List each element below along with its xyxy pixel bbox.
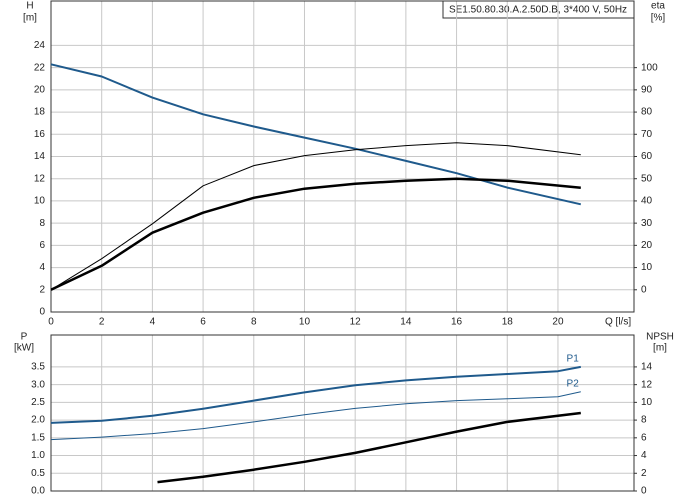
y-tick-label: 16	[34, 129, 46, 140]
npsh-axis-unit: [m]	[653, 343, 667, 354]
y2-tick-label: 60	[641, 151, 653, 162]
y2-tick-label: 12	[641, 379, 653, 390]
x-tick-label: 0	[48, 317, 54, 328]
y-tick-label: 0.0	[31, 486, 45, 497]
x-tick-label: 2	[99, 317, 105, 328]
y-tick-label: 1.0	[31, 450, 45, 461]
x-tick-label: 6	[200, 317, 206, 328]
x-tick-label: 16	[451, 317, 463, 328]
y2-tick-label: 90	[641, 84, 653, 95]
y-tick-label: 24	[34, 40, 46, 51]
y2-tick-label: 80	[641, 107, 653, 118]
y2-tick-label: 10	[641, 262, 653, 273]
y2-tick-label: 2	[641, 468, 647, 479]
x-tick-label: 10	[299, 317, 311, 328]
y-tick-label: 6	[39, 240, 45, 251]
h-axis-unit: [m]	[23, 13, 37, 24]
y-tick-label: 8	[39, 218, 45, 229]
y-tick-label: 2	[39, 284, 45, 295]
x-tick-label: 12	[350, 317, 362, 328]
y2-tick-label: 6	[641, 432, 647, 443]
y-tick-label: 10	[34, 196, 46, 207]
y-tick-label: 4	[39, 262, 45, 273]
x-tick-label: 4	[150, 317, 156, 328]
series-label: P1	[567, 354, 580, 365]
y2-tick-label: 30	[641, 218, 653, 229]
y-tick-label: 18	[34, 107, 46, 118]
y-tick-label: 2.0	[31, 415, 45, 426]
series-line	[50, 63, 582, 206]
y-tick-label: 20	[34, 84, 46, 95]
x-tick-label: 18	[502, 317, 514, 328]
y-tick-label: 3.0	[31, 379, 45, 390]
y2-tick-label: 20	[641, 240, 653, 251]
panel: 0 2 4 6 8 10 12 14 16 18 2002468101214161820222401…	[34, 0, 658, 328]
y-tick-label: 12	[34, 173, 46, 184]
plot-frame	[50, 334, 635, 492]
y2-tick-label: 8	[641, 415, 647, 426]
y2-tick-label: 4	[641, 450, 647, 461]
npsh-axis-label: NPSH	[646, 332, 674, 343]
y2-tick-label: 0	[641, 486, 647, 497]
y2-tick-label: 14	[641, 362, 653, 373]
y2-tick-label: 50	[641, 173, 653, 184]
q-axis-label: Q [l/s]	[605, 317, 631, 328]
y-tick-label: 0.5	[31, 468, 45, 479]
y2-tick-label: 100	[641, 62, 658, 73]
plot-frame	[50, 0, 635, 313]
y2-tick-label: 10	[641, 397, 653, 408]
y2-tick-label: 40	[641, 196, 653, 207]
h-axis-label: H	[26, 1, 33, 12]
series-line	[50, 177, 581, 291]
x-tick-label: 14	[400, 317, 412, 328]
eta-axis-unit: [%]	[651, 13, 666, 24]
chart-title: SE1.50.80.30.A.2.50D.B, 3*400 V, 50Hz	[449, 5, 627, 16]
series-line	[50, 142, 581, 291]
y2-tick-label: 70	[641, 129, 653, 140]
series-label: P2	[567, 378, 580, 389]
series-line	[50, 391, 581, 441]
y-tick-label: 14	[34, 151, 46, 162]
eta-axis-label: eta	[651, 1, 665, 12]
p-axis-label: P	[21, 332, 28, 343]
series-line	[157, 411, 581, 484]
x-tick-label: 8	[251, 317, 257, 328]
series-line	[50, 365, 581, 424]
y-tick-label: 1.5	[31, 432, 45, 443]
y-tick-label: 22	[34, 62, 46, 73]
p-axis-unit: [kW]	[14, 343, 34, 354]
panel: 0.0 0.5 1.0 1.5 2.0 2.5 3.0 3.5 0 2 4 6 8 10 12 14 P1 P2	[31, 334, 653, 497]
y-tick-label: 0	[39, 307, 45, 318]
y2-tick-label: 0	[641, 284, 647, 295]
y-tick-label: 3.5	[31, 362, 45, 373]
y-tick-label: 2.5	[31, 397, 45, 408]
x-tick-label: 20	[552, 317, 564, 328]
